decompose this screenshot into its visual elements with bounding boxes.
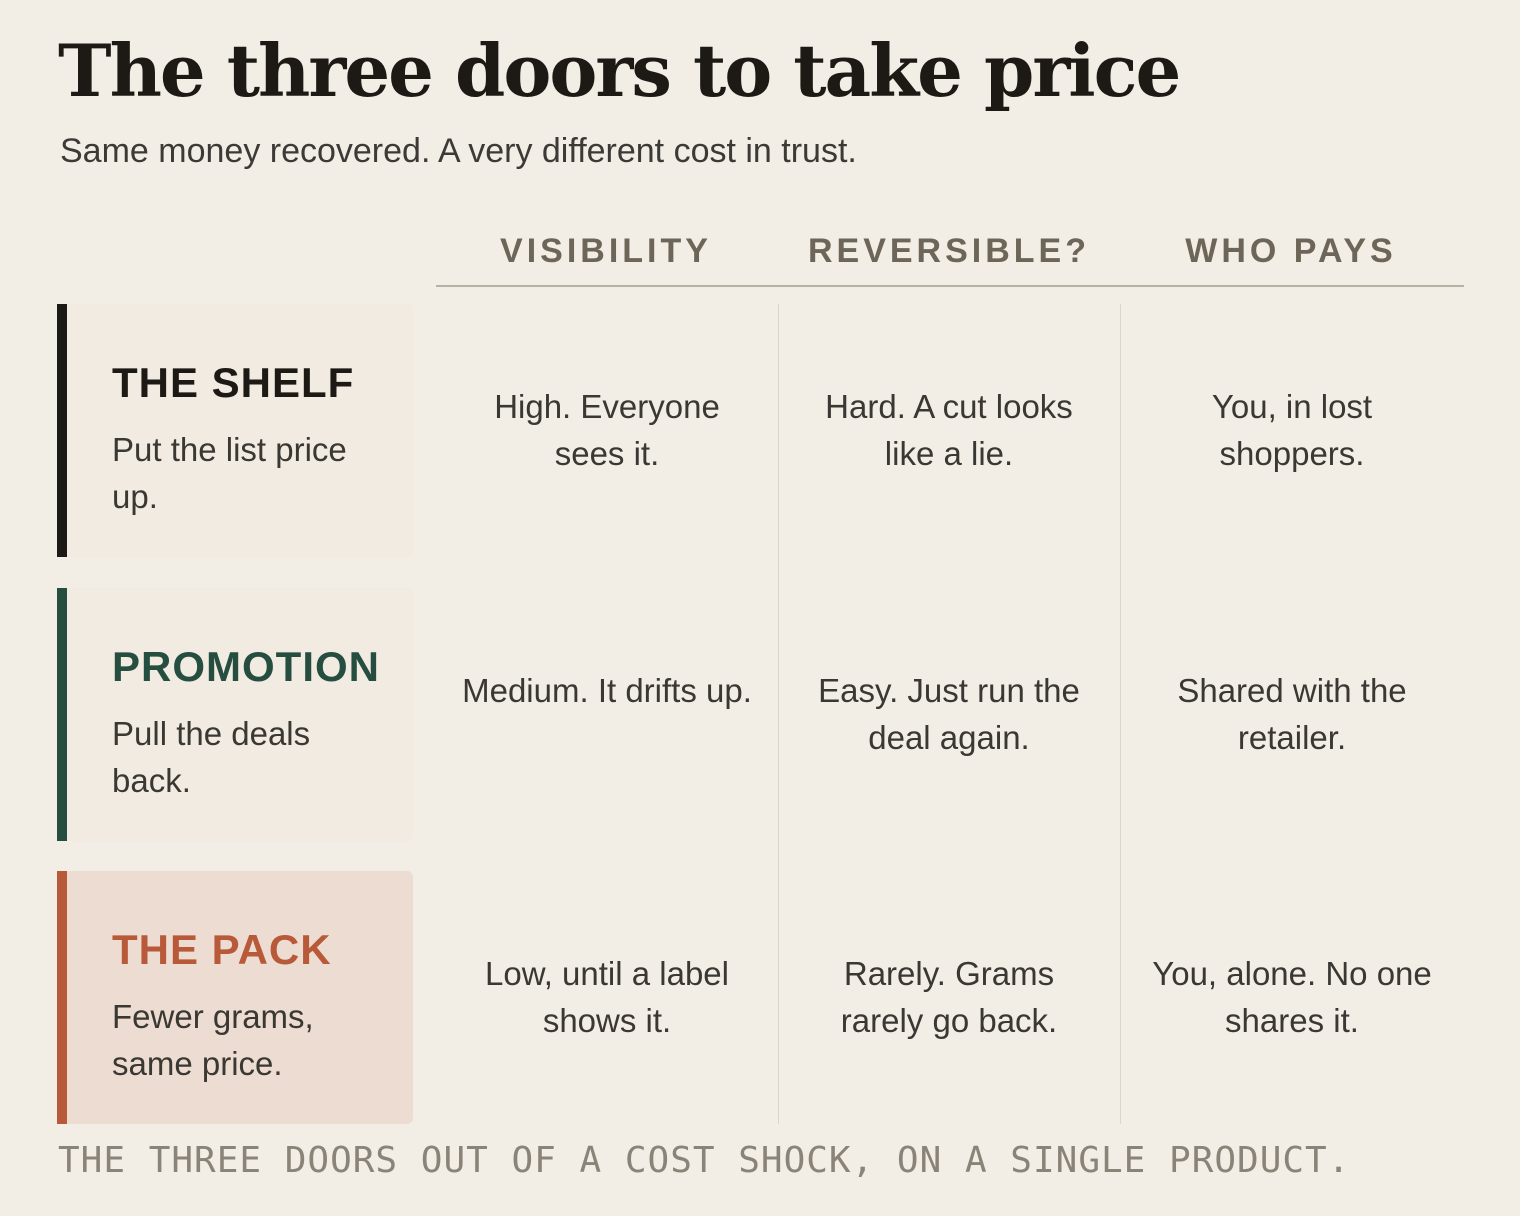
row-accent-bar xyxy=(57,871,67,1124)
row-description: Fewer grams, same price. xyxy=(112,998,314,1082)
cell-shelf-who-pays: You, in lost shoppers. xyxy=(1211,388,1373,472)
page-subtitle: Same money recovered. A very different c… xyxy=(60,132,857,170)
header-rule xyxy=(436,285,1464,287)
column-divider xyxy=(1120,304,1121,1124)
cell-pack-who-pays: You, alone. No one shares it. xyxy=(1152,955,1432,1039)
row-accent-bar xyxy=(57,588,67,841)
cell-promotion-visibility: Medium. It drifts up. xyxy=(462,672,752,709)
cell-shelf-visibility: High. Everyone sees it. xyxy=(494,388,720,472)
row-card-the-pack: THE PACK Fewer grams, same price. xyxy=(57,871,413,1124)
cell-pack-visibility: Low, until a label shows it. xyxy=(484,955,729,1039)
column-header-who-pays: WHO PAYS xyxy=(1185,232,1397,270)
column-header-reversible: REVERSIBLE? xyxy=(807,232,1091,270)
row-accent-bar xyxy=(57,304,67,557)
row-name: THE PACK xyxy=(112,926,332,973)
cell-pack-reversible: Rarely. Grams rarely go back. xyxy=(840,955,1058,1039)
cell-promotion-reversible: Easy. Just run the deal again. xyxy=(818,672,1080,756)
row-card-promotion: PROMOTION Pull the deals back. xyxy=(57,588,413,841)
row-name: THE SHELF xyxy=(112,359,355,406)
row-description: Put the list price up. xyxy=(112,431,347,515)
column-divider xyxy=(778,304,779,1124)
footnote: THE THREE DOORS OUT OF A COST SHOCK, ON … xyxy=(58,1140,1351,1181)
cell-promotion-who-pays: Shared with the retailer. xyxy=(1177,672,1407,756)
row-name: PROMOTION xyxy=(112,643,380,690)
cell-shelf-reversible: Hard. A cut looks like a lie. xyxy=(825,388,1073,472)
row-description: Pull the deals back. xyxy=(112,715,311,799)
page-title: The three doors to take price xyxy=(58,28,1181,113)
column-header-visibility: VISIBILITY xyxy=(500,232,712,270)
row-card-the-shelf: THE SHELF Put the list price up. xyxy=(57,304,413,557)
